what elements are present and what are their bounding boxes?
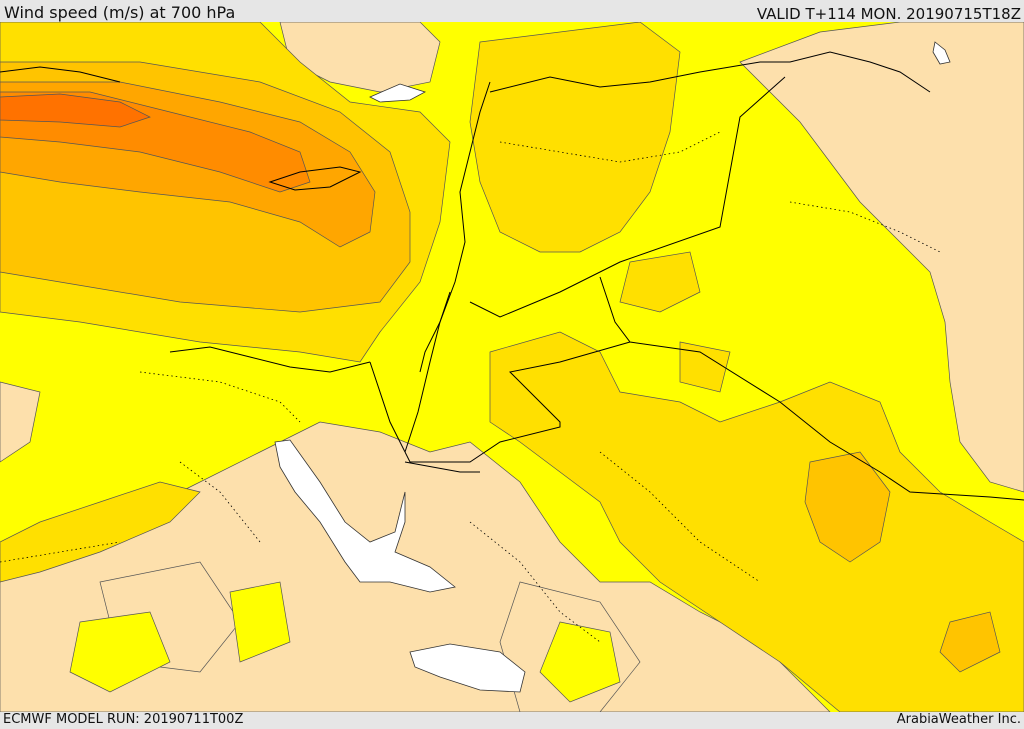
footer-bar: ECMWF MODEL RUN: 20190711T00Z ArabiaWeat… — [0, 712, 1024, 729]
map-svg — [0, 22, 1024, 712]
map-title: Wind speed (m/s) at 700 hPa — [4, 3, 236, 22]
header-bar: Wind speed (m/s) at 700 hPa VALID T+114 … — [0, 0, 1024, 23]
credit: ArabiaWeather Inc. — [896, 712, 1021, 727]
coastlines — [0, 66, 491, 373]
valid-time: VALID T+114 MON. 20190715T18Z — [756, 5, 1021, 23]
water-bodies — [274, 41, 951, 693]
highest-speed-areas — [0, 93, 151, 128]
low-speed-patches — [69, 581, 621, 703]
admin-borders — [0, 131, 941, 643]
wind-speed-map — [0, 22, 1024, 712]
model-run: ECMWF MODEL RUN: 20190711T00Z — [3, 712, 244, 727]
